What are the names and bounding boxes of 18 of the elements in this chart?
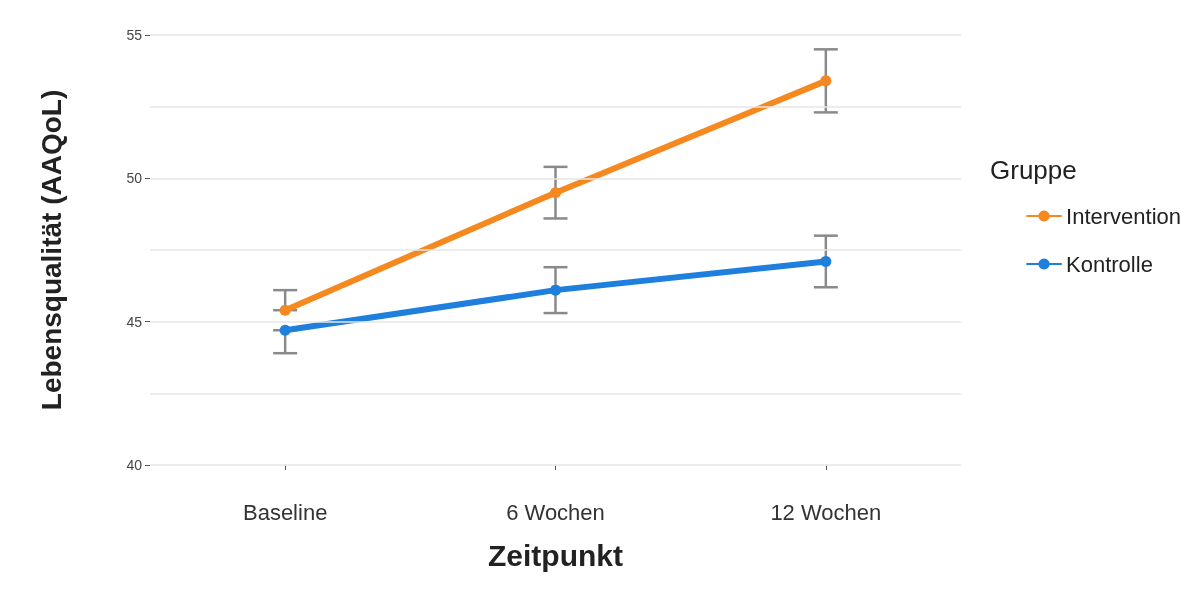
legend-label: Intervention [1066,203,1182,229]
x-axis-title: Zeitpunkt [488,538,623,572]
legend-title: Gruppe [990,155,1077,185]
y-tick-label: 45 [126,313,143,330]
point [279,304,291,316]
point [550,187,561,199]
point [279,324,291,336]
y-tick-label: 40 [126,457,143,473]
x-tick-label: Baseline [242,499,328,525]
y-axis-title: Lebensqualität (AAQoL) [35,89,67,411]
y-tick-label: 50 [126,170,143,187]
point [550,284,561,296]
point [820,255,832,267]
x-tick-label: 12 Wochen [770,499,882,525]
point [820,75,832,87]
x-tick-label: 6 Wochen [506,499,605,525]
legend-label: Kontrolle [1066,251,1153,277]
y-tick-label: 55 [126,27,143,43]
